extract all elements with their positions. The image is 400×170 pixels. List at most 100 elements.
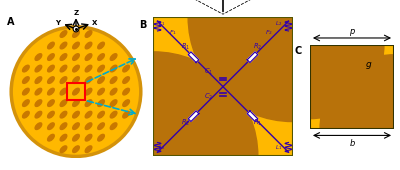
Ellipse shape: [123, 77, 130, 83]
Ellipse shape: [73, 134, 79, 141]
Ellipse shape: [98, 123, 104, 130]
Ellipse shape: [22, 111, 29, 118]
Ellipse shape: [35, 123, 42, 130]
Wedge shape: [153, 52, 258, 156]
Ellipse shape: [73, 31, 79, 37]
Ellipse shape: [73, 77, 79, 83]
Polygon shape: [247, 111, 258, 122]
Ellipse shape: [98, 100, 104, 106]
Ellipse shape: [110, 111, 117, 118]
Ellipse shape: [110, 77, 117, 83]
Ellipse shape: [73, 88, 79, 95]
Ellipse shape: [98, 54, 104, 60]
Ellipse shape: [110, 54, 117, 60]
Text: $R_2$: $R_2$: [181, 117, 190, 128]
Ellipse shape: [48, 65, 54, 72]
Ellipse shape: [35, 88, 42, 95]
Wedge shape: [310, 45, 384, 119]
Text: $R_1$: $R_1$: [181, 42, 190, 52]
Ellipse shape: [123, 100, 130, 106]
Ellipse shape: [35, 54, 42, 60]
Ellipse shape: [85, 123, 92, 130]
Ellipse shape: [48, 123, 54, 130]
Circle shape: [11, 27, 141, 156]
Ellipse shape: [85, 77, 92, 83]
Text: $L_1$: $L_1$: [275, 143, 282, 152]
Ellipse shape: [98, 77, 104, 83]
Ellipse shape: [73, 42, 79, 49]
Ellipse shape: [22, 100, 29, 106]
Ellipse shape: [85, 54, 92, 60]
Ellipse shape: [85, 42, 92, 49]
Text: $p$: $p$: [348, 27, 356, 38]
Polygon shape: [247, 52, 258, 63]
Ellipse shape: [22, 77, 29, 83]
Ellipse shape: [48, 134, 54, 141]
Text: $C_1$: $C_1$: [204, 66, 214, 77]
Text: $L_1$: $L_1$: [158, 19, 165, 28]
Bar: [67, 83, 85, 100]
Ellipse shape: [48, 111, 54, 118]
Ellipse shape: [60, 146, 67, 152]
Circle shape: [73, 26, 79, 32]
Ellipse shape: [60, 31, 67, 37]
Ellipse shape: [110, 123, 117, 130]
Ellipse shape: [73, 100, 79, 106]
Text: $R_2$: $R_2$: [253, 42, 262, 52]
Text: $L_2$: $L_2$: [158, 143, 165, 152]
Ellipse shape: [98, 134, 104, 141]
Ellipse shape: [98, 88, 104, 95]
Ellipse shape: [48, 88, 54, 95]
Text: X: X: [92, 20, 98, 26]
Ellipse shape: [60, 123, 67, 130]
Polygon shape: [188, 52, 199, 63]
Ellipse shape: [73, 123, 79, 130]
Ellipse shape: [60, 42, 67, 49]
Ellipse shape: [123, 65, 130, 72]
Ellipse shape: [73, 146, 79, 152]
Text: A: A: [7, 17, 14, 27]
Ellipse shape: [22, 88, 29, 95]
Ellipse shape: [85, 88, 92, 95]
Text: $L_2$: $L_2$: [275, 19, 282, 28]
Ellipse shape: [98, 42, 104, 49]
Ellipse shape: [110, 65, 117, 72]
Ellipse shape: [123, 88, 130, 95]
Ellipse shape: [110, 100, 117, 106]
Ellipse shape: [22, 65, 29, 72]
Ellipse shape: [48, 100, 54, 106]
Ellipse shape: [48, 77, 54, 83]
Wedge shape: [153, 17, 258, 122]
Text: $b$: $b$: [348, 137, 356, 148]
Text: $g$: $g$: [365, 60, 372, 71]
Text: C: C: [295, 46, 302, 56]
Ellipse shape: [110, 88, 117, 95]
Ellipse shape: [60, 54, 67, 60]
Text: $F_1$: $F_1$: [169, 28, 177, 37]
Text: B: B: [139, 20, 147, 30]
Wedge shape: [188, 17, 293, 122]
Ellipse shape: [98, 111, 104, 118]
Ellipse shape: [73, 111, 79, 118]
Wedge shape: [188, 52, 293, 156]
Ellipse shape: [73, 54, 79, 60]
Wedge shape: [320, 55, 394, 129]
Text: Z: Z: [73, 10, 79, 16]
Ellipse shape: [60, 77, 67, 83]
Ellipse shape: [60, 111, 67, 118]
Ellipse shape: [35, 65, 42, 72]
Ellipse shape: [85, 65, 92, 72]
Ellipse shape: [85, 111, 92, 118]
Text: $R_1$: $R_1$: [253, 117, 262, 128]
Ellipse shape: [60, 88, 67, 95]
Ellipse shape: [60, 65, 67, 72]
Ellipse shape: [35, 100, 42, 106]
Text: $C_2$: $C_2$: [204, 92, 214, 103]
Ellipse shape: [35, 77, 42, 83]
Ellipse shape: [123, 111, 130, 118]
Text: $F_2$: $F_2$: [265, 28, 273, 37]
Ellipse shape: [35, 111, 42, 118]
Ellipse shape: [85, 134, 92, 141]
Text: Y: Y: [55, 20, 60, 26]
Ellipse shape: [85, 31, 92, 37]
